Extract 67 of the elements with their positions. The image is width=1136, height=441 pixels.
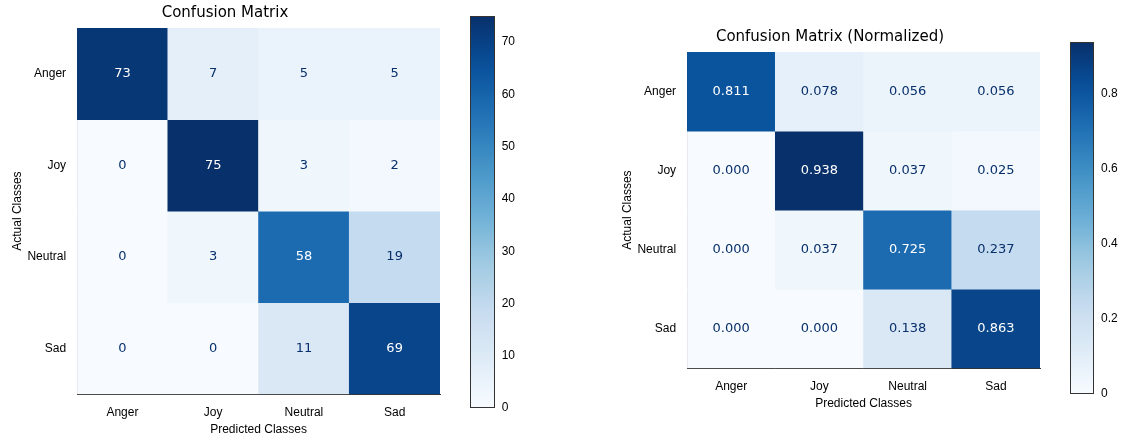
x-tick-label: Neutral [284, 404, 324, 419]
data-label: 0 [118, 156, 127, 172]
data-label: 73 [114, 65, 131, 81]
color-bar-label: 0 [501, 400, 509, 415]
color-bar-label: 70 [501, 34, 516, 49]
data-label: 0.025 [977, 161, 1015, 177]
data-label: 0.725 [889, 241, 927, 256]
x-tick-label: Joy [810, 378, 829, 393]
data-label: 0.000 [712, 241, 750, 256]
y-tick-label: Neutral [637, 241, 677, 256]
data-label: 69 [386, 339, 403, 355]
data-label: 5 [299, 65, 309, 81]
data-label: 3 [299, 156, 309, 172]
data-label: 0.811 [712, 82, 750, 98]
data-label: 5 [390, 65, 399, 81]
data-label: 2 [390, 156, 399, 172]
data-label: 0.056 [889, 82, 927, 98]
color-bar-label: 0.8 [1101, 86, 1119, 101]
data-label: 0.056 [977, 82, 1015, 98]
y-tick-label: Sad [654, 320, 677, 335]
y-axis-title: Actual Classes [9, 171, 24, 251]
x-axis-title: Predicted Classes [815, 396, 912, 411]
color-bar-label: 0.2 [1101, 311, 1119, 326]
data-label: 0.000 [712, 320, 750, 336]
y-tick-label: Sad [44, 340, 67, 355]
data-label: 75 [204, 156, 222, 172]
y-axis-title: Actual Classes [619, 170, 634, 250]
data-label: 7 [209, 65, 218, 81]
y-tick-label: Joy [47, 157, 67, 172]
color-bar-label: 60 [501, 86, 516, 101]
y-tick-label: Joy [657, 162, 677, 177]
x-tick-label: Anger [106, 404, 139, 419]
x-tick-label: Sad [985, 378, 1007, 393]
data-label: 0.000 [800, 320, 839, 336]
color-bar-label: 0.6 [1101, 161, 1119, 176]
chart-title: Confusion Matrix (Normalized) [715, 26, 945, 45]
data-label: 11 [295, 339, 313, 355]
y-tick-label: Neutral [27, 249, 67, 264]
color-bar-label: 0 [1101, 386, 1108, 401]
color-bar-label: 50 [501, 138, 516, 153]
data-label: 58 [295, 248, 313, 264]
data-label: 0 [118, 248, 127, 264]
data-label: 0.863 [977, 320, 1015, 336]
data-label: 19 [386, 248, 403, 264]
data-label: 0.237 [977, 241, 1015, 256]
y-tick-label: Anger [644, 83, 677, 98]
color-bar-label: 0.4 [1101, 236, 1119, 251]
x-axis-title: Predicted Classes [210, 422, 307, 437]
data-label: 0.138 [889, 320, 927, 336]
x-tick-label: Anger [715, 378, 748, 393]
y-tick-label: Anger [34, 66, 67, 81]
data-label: 0 [209, 339, 218, 355]
color-bar-label: 30 [501, 243, 516, 258]
chart-title: Confusion Matrix [161, 2, 289, 21]
data-label: 0.938 [800, 161, 839, 177]
data-label: 0.078 [800, 82, 839, 98]
color-bar-label: 10 [501, 348, 516, 363]
data-label: 0.037 [889, 161, 927, 177]
x-tick-label: Neutral [888, 378, 927, 393]
data-label: 0.037 [800, 241, 839, 256]
data-label: 3 [209, 248, 218, 264]
color-bar-label: 40 [501, 191, 516, 206]
color-bar-label: 20 [501, 295, 516, 310]
data-label: 0.000 [712, 161, 750, 177]
x-tick-label: Joy [203, 404, 223, 419]
x-tick-label: Sad [383, 404, 406, 419]
data-label: 0 [118, 339, 127, 355]
